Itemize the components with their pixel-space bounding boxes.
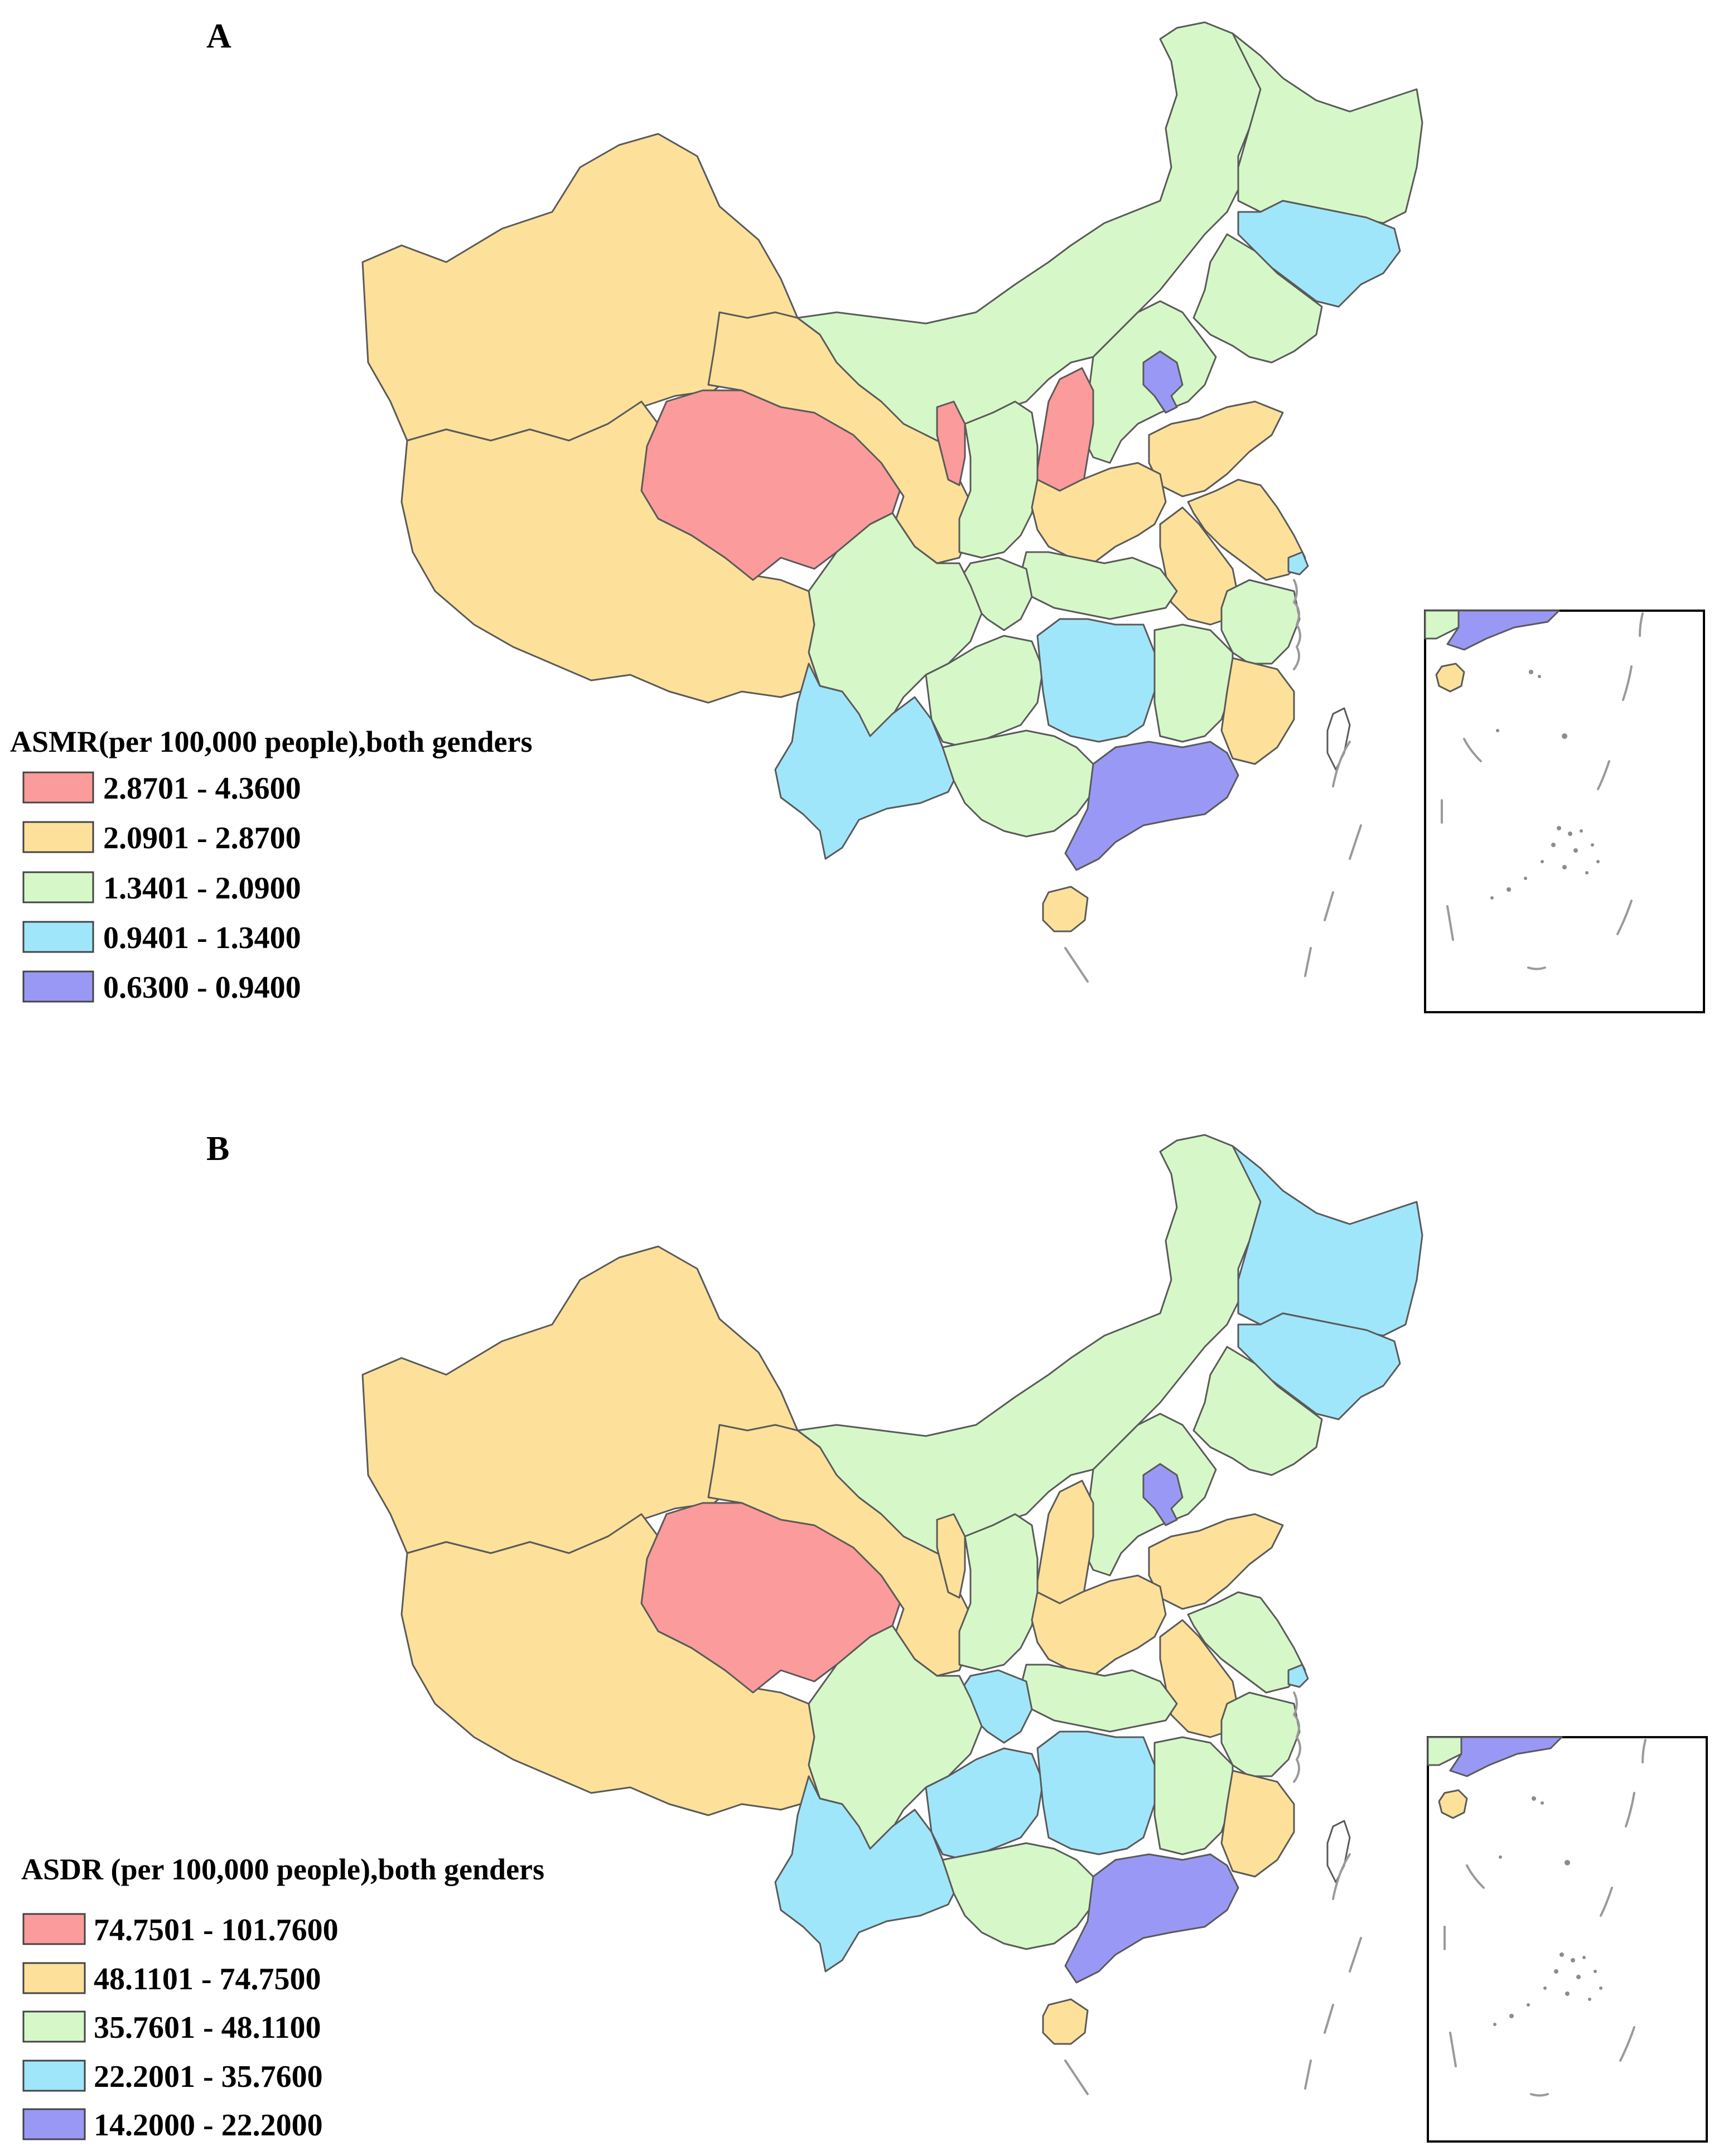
legend-swatch (22, 821, 94, 853)
legend-label: 22.2001 - 35.7600 (94, 2060, 323, 2094)
panel-a: A (10, 17, 1705, 1013)
region-shaanxi (958, 1513, 1039, 1671)
region-jiangxi (1153, 623, 1234, 743)
region-hainan (1042, 886, 1089, 932)
legend-label: 0.9401 - 1.3400 (103, 921, 301, 955)
legend-label: 0.6300 - 0.9400 (103, 970, 301, 1005)
legend-swatch (22, 871, 94, 903)
inset-hainan (1435, 663, 1465, 693)
legend: ASDR (per 100,000 people),both genders 7… (21, 1853, 544, 2143)
region-taiwan (1326, 1820, 1351, 1883)
legend-label: 48.1101 - 74.7500 (94, 1962, 321, 1997)
inset-south-china-sea (1424, 610, 1705, 1013)
region-shandong (1148, 400, 1284, 497)
legend-swatch (22, 970, 94, 1003)
region-heilongjiang (1232, 1145, 1423, 1337)
legend: ASMR(per 100,000 people),both genders 2.… (10, 725, 532, 1005)
legend-item: 22.2001 - 35.7600 (22, 2060, 323, 2094)
legend-label: 1.3401 - 2.0900 (103, 871, 301, 906)
region-hunan (1036, 618, 1156, 743)
region-taiwan (1326, 707, 1351, 771)
region-fujian (1220, 1770, 1295, 1878)
region-zhejiang (1220, 1691, 1301, 1777)
legend-item: 0.6300 - 0.9400 (22, 970, 301, 1005)
legend-rows: 2.8701 - 4.3600 2.0901 - 2.8700 1.3401 -… (22, 771, 301, 1005)
islands (1443, 1739, 1647, 2097)
panel-label: B (206, 1130, 229, 1168)
legend-item: 14.2000 - 22.2000 (22, 2108, 323, 2143)
legend-title: ASMR(per 100,000 people),both genders (10, 725, 532, 758)
legend-swatch (22, 771, 94, 804)
region-hainan (1042, 1998, 1089, 2045)
legend-label: 2.0901 - 2.8700 (103, 821, 301, 855)
panel-label: A (206, 17, 231, 55)
region-hubei (1020, 1664, 1178, 1733)
legend-label: 2.8701 - 4.3600 (103, 771, 301, 806)
legend-item: 48.1101 - 74.7500 (22, 1962, 321, 1997)
legend-swatch (22, 2010, 86, 2043)
legend-item: 74.7501 - 101.7600 (22, 1913, 339, 1947)
islands (1441, 612, 1644, 970)
legend-title: ASDR (per 100,000 people),both genders (21, 1853, 544, 1886)
region-guangxi (942, 729, 1094, 838)
panel-b: B (21, 1130, 1708, 2143)
legend-item: 0.9401 - 1.3400 (22, 921, 301, 955)
region-fujian (1220, 657, 1295, 765)
region-shaanxi (958, 400, 1039, 559)
region-hunan (1036, 1730, 1156, 1855)
region-zhejiang (1220, 579, 1301, 665)
inset-land (1424, 610, 1460, 640)
legend-label: 14.2000 - 22.2000 (94, 2108, 323, 2143)
region-shandong (1148, 1513, 1284, 1610)
region-hubei (1020, 551, 1178, 620)
inset-hainan (1438, 1789, 1468, 1819)
legend-item: 35.7601 - 48.1100 (22, 2010, 321, 2045)
legend-swatch (22, 921, 94, 953)
inset-guangdong (1446, 610, 1560, 651)
legend-item: 1.3401 - 2.0900 (22, 871, 301, 906)
region-guangxi (942, 1842, 1094, 1950)
region-heilongjiang (1232, 32, 1423, 224)
legend-swatch (22, 1913, 86, 1945)
inset-south-china-sea (1427, 1736, 1708, 2143)
map-china (361, 1134, 1423, 2095)
legend-swatch (22, 1962, 86, 1994)
inset-land (1427, 1736, 1462, 1766)
legend-item: 2.8701 - 4.3600 (22, 771, 301, 806)
legend-label: 74.7501 - 101.7600 (94, 1913, 339, 1947)
inset-guangdong (1449, 1736, 1563, 1777)
legend-swatch (22, 2108, 86, 2140)
region-jiangxi (1153, 1736, 1234, 1855)
legend-swatch (22, 2060, 86, 2092)
map-china (361, 21, 1423, 983)
legend-item: 2.0901 - 2.8700 (22, 821, 301, 855)
legend-label: 35.7601 - 48.1100 (94, 2010, 321, 2045)
legend-rows: 74.7501 - 101.7600 48.1101 - 74.7500 35.… (22, 1913, 339, 2143)
